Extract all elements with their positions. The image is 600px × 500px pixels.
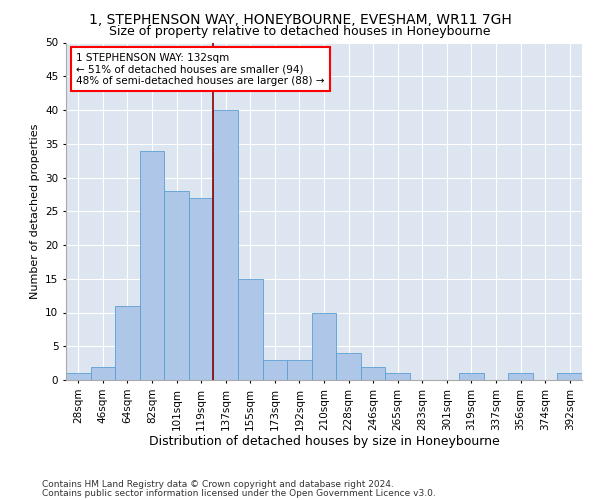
Bar bbox=[238, 279, 263, 380]
Text: Size of property relative to detached houses in Honeybourne: Size of property relative to detached ho… bbox=[109, 25, 491, 38]
Bar bbox=[115, 306, 140, 380]
Bar bbox=[263, 360, 287, 380]
Bar bbox=[189, 198, 214, 380]
Bar bbox=[91, 366, 115, 380]
Text: Contains public sector information licensed under the Open Government Licence v3: Contains public sector information licen… bbox=[42, 489, 436, 498]
Bar bbox=[459, 373, 484, 380]
Text: Contains HM Land Registry data © Crown copyright and database right 2024.: Contains HM Land Registry data © Crown c… bbox=[42, 480, 394, 489]
Bar bbox=[287, 360, 312, 380]
Text: 1 STEPHENSON WAY: 132sqm
← 51% of detached houses are smaller (94)
48% of semi-d: 1 STEPHENSON WAY: 132sqm ← 51% of detach… bbox=[76, 52, 325, 86]
Bar bbox=[214, 110, 238, 380]
Bar bbox=[140, 150, 164, 380]
Bar bbox=[336, 353, 361, 380]
Text: 1, STEPHENSON WAY, HONEYBOURNE, EVESHAM, WR11 7GH: 1, STEPHENSON WAY, HONEYBOURNE, EVESHAM,… bbox=[89, 12, 511, 26]
Bar bbox=[66, 373, 91, 380]
Bar bbox=[508, 373, 533, 380]
Bar bbox=[312, 312, 336, 380]
Y-axis label: Number of detached properties: Number of detached properties bbox=[29, 124, 40, 299]
Bar bbox=[385, 373, 410, 380]
X-axis label: Distribution of detached houses by size in Honeybourne: Distribution of detached houses by size … bbox=[149, 436, 499, 448]
Bar bbox=[164, 191, 189, 380]
Bar bbox=[557, 373, 582, 380]
Bar bbox=[361, 366, 385, 380]
